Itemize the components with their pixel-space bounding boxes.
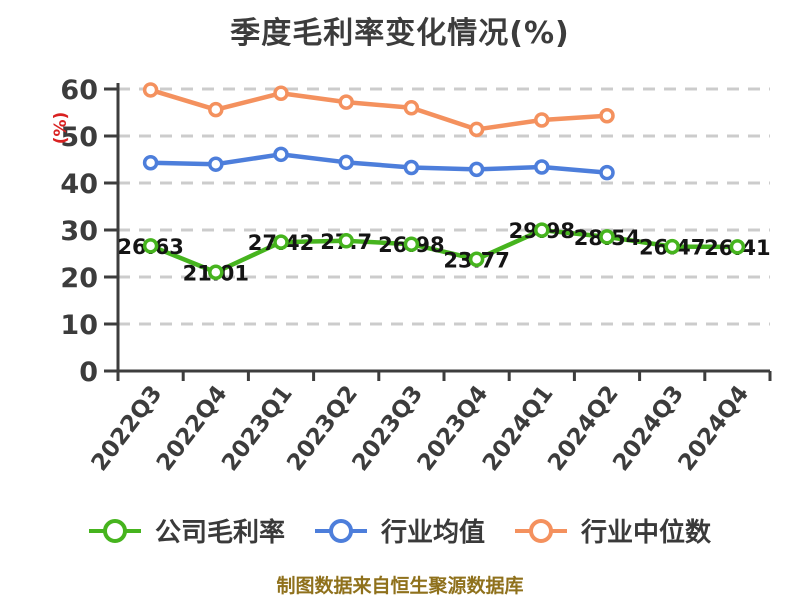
series-line-行业中位数 xyxy=(148,87,610,132)
data-point-marker[interactable] xyxy=(273,146,289,163)
y-tick-label: 0 xyxy=(79,357,98,388)
data-point-marker[interactable] xyxy=(142,155,159,171)
legend-item-公司毛利率[interactable]: 公司毛利率 xyxy=(88,512,285,549)
data-point-marker[interactable] xyxy=(338,233,354,249)
legend-item-行业中位数[interactable]: 行业中位数 xyxy=(515,512,711,549)
legend-label: 行业均值 xyxy=(380,518,485,548)
series-line-公司毛利率 xyxy=(148,227,740,275)
legend-marker-icon xyxy=(88,518,141,543)
data-point-marker[interactable] xyxy=(468,161,485,178)
source-note: 制图数据来自恒生聚源数据库 xyxy=(276,575,524,597)
data-point-marker[interactable] xyxy=(403,100,420,116)
data-point-marker[interactable] xyxy=(599,229,615,245)
data-point-marker[interactable] xyxy=(534,222,550,238)
data-point-marker[interactable] xyxy=(599,164,615,181)
data-point-marker[interactable] xyxy=(468,121,485,138)
data-point-marker[interactable] xyxy=(664,238,680,255)
y-tick-label: 40 xyxy=(60,169,98,200)
line-chart-plot: 01020304050602022Q32022Q42023Q12023Q2202… xyxy=(60,75,772,476)
data-point-marker[interactable] xyxy=(208,101,224,118)
data-point-marker[interactable] xyxy=(599,108,615,124)
legend-label: 行业中位数 xyxy=(581,518,712,548)
data-point-marker[interactable] xyxy=(338,94,354,110)
data-point-marker[interactable] xyxy=(142,238,159,254)
data-point-marker[interactable] xyxy=(142,82,159,98)
data-point-marker[interactable] xyxy=(273,234,289,250)
data-point-marker[interactable] xyxy=(534,159,550,175)
data-point-marker[interactable] xyxy=(403,159,420,176)
legend-label: 公司毛利率 xyxy=(154,518,285,548)
y-tick-label: 50 xyxy=(60,122,98,153)
data-point-marker[interactable] xyxy=(403,236,420,252)
y-tick-label: 30 xyxy=(60,216,98,247)
legend: 公司毛利率 行业均值 行业中位数 xyxy=(0,512,800,549)
y-tick-label: 60 xyxy=(60,75,98,106)
series-line-行业均值 xyxy=(148,152,610,175)
data-point-marker[interactable] xyxy=(273,85,289,101)
data-point-marker[interactable] xyxy=(338,154,354,171)
legend-marker-icon xyxy=(314,518,367,543)
data-point-marker[interactable] xyxy=(534,112,550,128)
chart-title: 季度毛利率变化情况(%) xyxy=(230,16,570,51)
y-tick-label: 20 xyxy=(60,263,98,294)
data-point-marker[interactable] xyxy=(729,239,746,255)
y-tick-label: 10 xyxy=(60,310,98,341)
data-point-marker[interactable] xyxy=(208,264,224,281)
data-point-marker[interactable] xyxy=(468,251,485,268)
legend-marker-icon xyxy=(515,518,567,543)
y-axis-unit-label: (%) xyxy=(51,111,71,145)
data-point-marker[interactable] xyxy=(208,156,224,172)
legend-item-行业均值[interactable]: 行业均值 xyxy=(314,512,485,549)
